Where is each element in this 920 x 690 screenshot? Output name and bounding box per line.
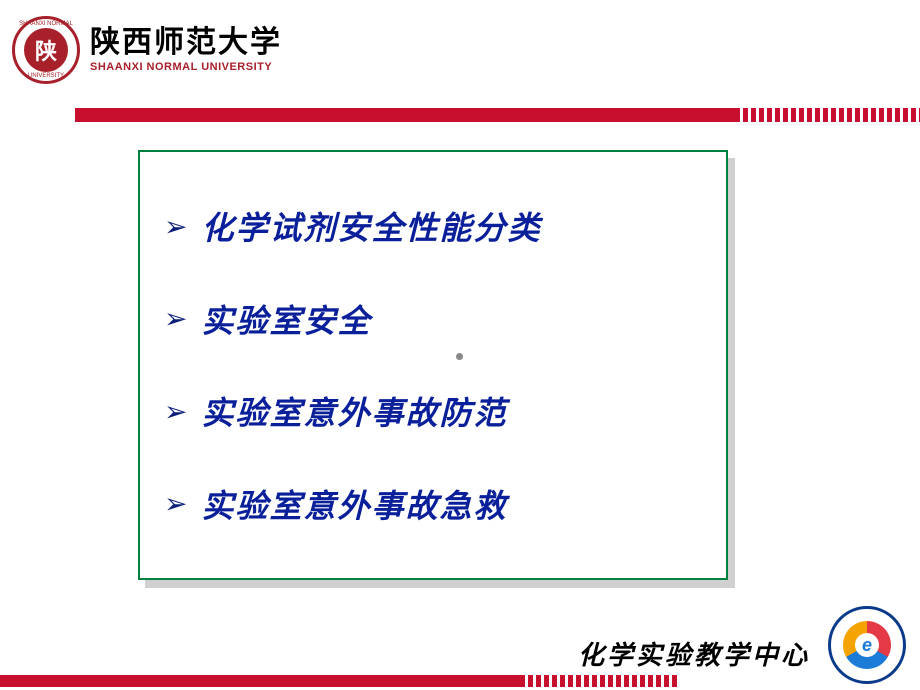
bullet-item: ➢ 实验室安全 [164, 296, 702, 342]
seal-ring-bottom: UNIVERSITY [28, 73, 64, 79]
bullet-text: 化学试剂安全性能分类 [201, 203, 541, 249]
center-dot [456, 353, 463, 360]
bullet-text: 实验室意外事故急救 [201, 481, 507, 527]
chevron-icon: ➢ [164, 487, 187, 520]
top-red-bar [75, 108, 920, 122]
university-seal: SHAANXI NORMAL 陕 UNIVERSITY [12, 16, 80, 84]
bullet-item: ➢ 化学试剂安全性能分类 [164, 203, 702, 249]
bullet-item: ➢ 实验室意外事故急救 [164, 481, 702, 527]
bullet-text: 实验室意外事故防范 [201, 388, 507, 434]
footer-logo: e [828, 606, 906, 684]
chevron-icon: ➢ [164, 302, 187, 335]
bullet-item: ➢ 实验室意外事故防范 [164, 388, 702, 434]
chevron-icon: ➢ [164, 210, 187, 243]
content-box: ➢ 化学试剂安全性能分类 ➢ 实验室安全 ➢ 实验室意外事故防范 ➢ 实验室意外… [138, 150, 728, 580]
university-name-en: SHAANXI NORMAL UNIVERSITY [90, 62, 282, 73]
footer-text: 化学实验教学中心 [578, 635, 810, 672]
seal-ring-top: SHAANXI NORMAL [19, 21, 73, 27]
footer-logo-letter: e [855, 633, 879, 657]
bullet-text: 实验室安全 [201, 296, 371, 342]
university-name-block: 陕西师范大学 SHAANXI NORMAL UNIVERSITY [90, 28, 282, 73]
footer-logo-swirl: e [843, 621, 891, 669]
university-name-cn: 陕西师范大学 [90, 28, 282, 58]
bottom-red-bar [0, 675, 520, 687]
header: SHAANXI NORMAL 陕 UNIVERSITY 陕西师范大学 SHAAN… [12, 16, 282, 84]
chevron-icon: ➢ [164, 395, 187, 428]
seal-char: 陕 [24, 28, 68, 72]
